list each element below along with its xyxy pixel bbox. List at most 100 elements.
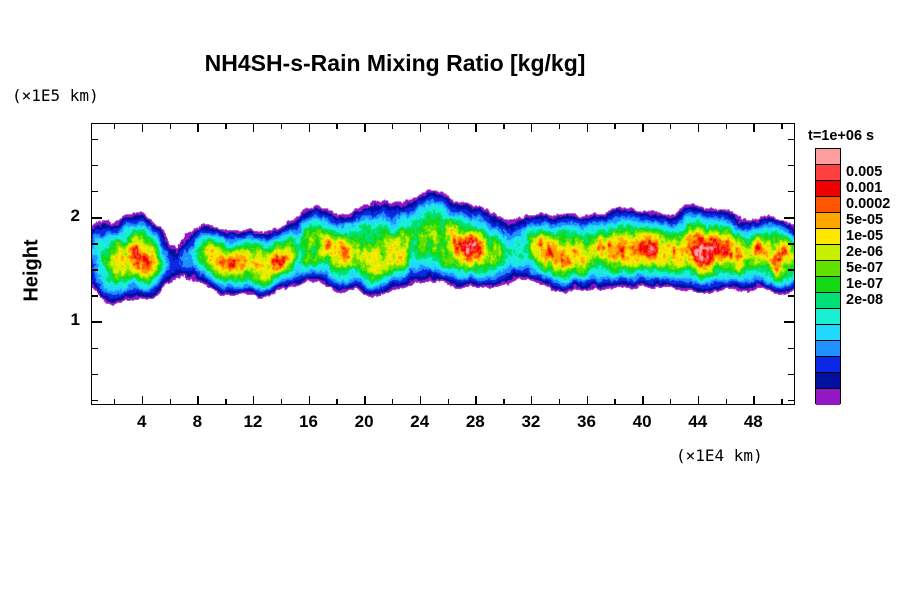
x-axis-tick [364, 396, 366, 405]
colorbar-band [816, 325, 840, 341]
colorbar-tick-labels: 0.005 0.001 0.0002 5e-05 1e-05 2e-06 5e-07 1e-0… [846, 148, 900, 404]
y-axis-title: Height [20, 215, 44, 325]
y-axis-tick [788, 295, 795, 297]
x-axis-tick [391, 123, 394, 129]
y-axis-tick [788, 138, 795, 141]
x-axis-tick-label: 44 [688, 412, 708, 431]
colorbar-tick-label: 5e-07 [846, 259, 884, 276]
y-axis-tick [788, 399, 795, 402]
y-axis-tick [784, 217, 795, 219]
timestamp-label: t=1e+06 s [808, 128, 875, 144]
x-axis-tick-label: 48 [743, 412, 763, 431]
colorbar-band [816, 181, 840, 197]
contour-field [92, 124, 794, 404]
y-axis-tick [91, 269, 98, 271]
colorbar-tick-label: 2e-06 [846, 243, 884, 260]
x-axis-tick [197, 123, 199, 132]
x-axis-tick-label: 4 [136, 412, 147, 431]
x-axis-tick [336, 123, 338, 129]
x-axis-tick [781, 399, 783, 405]
x-axis-tick [781, 123, 783, 129]
x-axis-tick [280, 399, 283, 405]
y-axis-tick [788, 373, 795, 376]
y-axis-tick [788, 243, 795, 245]
colorbar-band [816, 213, 840, 229]
x-axis-tick [252, 123, 255, 132]
colorbar-band [816, 165, 840, 181]
x-axis-tick [725, 123, 727, 129]
colorbar-band [816, 293, 840, 309]
y-axis-tick-label: 1 [70, 310, 80, 330]
colorbar-band [816, 261, 840, 277]
x-axis-tick [141, 396, 144, 405]
y-axis-tick [788, 190, 795, 193]
x-axis-tick [753, 123, 755, 132]
x-axis-tick [225, 399, 227, 405]
colorbar-tick-label: 0.001 [846, 179, 883, 196]
colorbar-tick-label: 0.0002 [846, 195, 891, 212]
x-axis-tick-label: 28 [465, 412, 485, 431]
x-axis-tick [503, 399, 505, 405]
x-axis-tick-label: 24 [410, 412, 430, 431]
y-axis-tick [788, 164, 795, 167]
colorbar-band [816, 389, 840, 405]
y-axis-tick [91, 321, 102, 323]
x-axis-tick [669, 123, 672, 129]
colorbar[interactable] [815, 148, 841, 405]
y-axis-unit-label: (×1E5 km) [12, 86, 99, 105]
x-axis-tick [530, 396, 533, 405]
colorbar-band [816, 357, 840, 373]
x-axis-tick [697, 396, 700, 405]
colorbar-band [816, 245, 840, 261]
x-axis-tick [558, 123, 561, 129]
colorbar-band [816, 277, 840, 293]
y-axis-tick [91, 164, 98, 167]
x-axis-tick [475, 396, 477, 405]
x-axis-unit-label: (×1E4 km) [676, 446, 763, 465]
x-axis-tick [280, 123, 283, 129]
x-axis-tick [225, 123, 227, 129]
colorbar-band [816, 309, 840, 325]
x-axis-tick [697, 123, 700, 132]
colorbar-band [816, 373, 840, 389]
y-axis-tick [788, 269, 795, 271]
y-axis-tick [788, 347, 795, 350]
x-axis-tick [169, 123, 172, 129]
x-axis-tick [614, 399, 616, 405]
colorbar-tick-label: 0.005 [846, 163, 883, 180]
x-axis-tick-label: 20 [354, 412, 374, 431]
x-axis-tick [447, 399, 450, 405]
x-axis-tick [141, 123, 144, 132]
y-axis-tick [91, 295, 98, 297]
y-axis-tick-label: 2 [70, 206, 80, 225]
x-axis-tick [336, 399, 338, 405]
x-axis-tick-label: 40 [632, 412, 652, 431]
x-axis-tick [169, 399, 172, 405]
colorbar-band [816, 341, 840, 357]
x-axis-tick [113, 399, 116, 405]
y-axis-tick [91, 399, 98, 402]
y-axis-tick [91, 243, 98, 245]
x-axis-tick [364, 123, 366, 132]
x-axis-tick [586, 396, 588, 405]
x-axis-tick [419, 396, 422, 405]
x-axis-tick [586, 123, 588, 132]
colorbar-tick-label: 1e-07 [846, 275, 884, 292]
x-axis-tick [753, 396, 755, 405]
colorbar-tick-label: 2e-08 [846, 291, 884, 308]
x-axis-tick [614, 123, 616, 129]
x-axis-tick-label: 36 [577, 412, 596, 431]
y-axis-tick [91, 373, 98, 376]
colorbar-tick-label: 1e-05 [846, 227, 884, 244]
colorbar-band [816, 149, 840, 165]
x-axis-tick [447, 123, 450, 129]
x-axis-tick [669, 399, 672, 405]
plot-area [91, 123, 795, 405]
colorbar-band [816, 197, 840, 213]
x-axis-tick [197, 396, 199, 405]
chart-title: NH4SH-s-Rain Mixing Ratio [kg/kg] [204, 50, 586, 76]
y-axis-tick [91, 138, 98, 141]
y-axis-tick [91, 217, 102, 219]
colorbar-band [816, 229, 840, 245]
